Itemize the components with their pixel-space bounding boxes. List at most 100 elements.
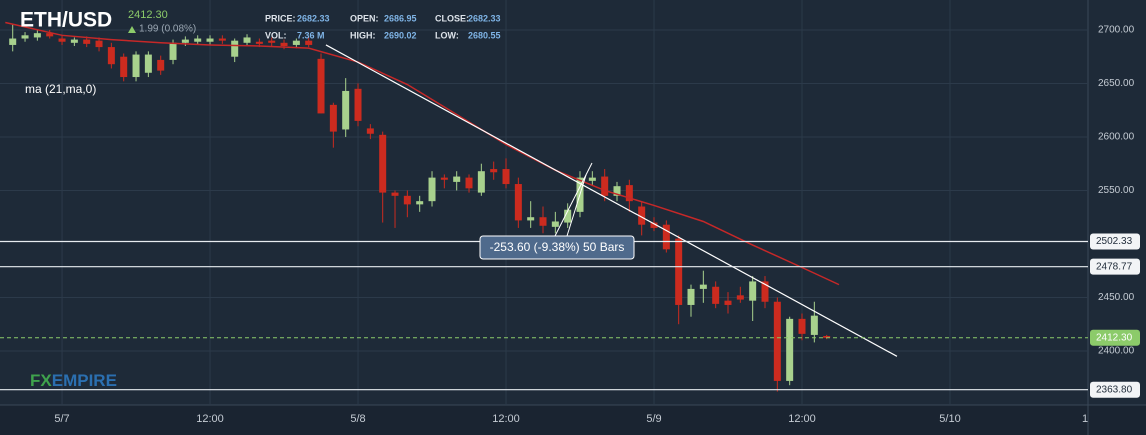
candle-body [157,59,165,71]
candle-body [379,134,387,193]
candle-body [403,195,411,205]
y-tick-label: 2400.00 [1098,346,1135,357]
stat-value: 2682.33 [297,13,330,23]
candle-body [354,88,362,121]
candle-body [798,318,806,334]
candle-body [440,177,448,180]
trend-line [325,44,898,357]
y-tick-label: 2650.00 [1098,78,1135,89]
candle-body [625,185,633,202]
stat-label: OPEN: [350,13,379,23]
price: 2412.30 [128,9,168,21]
candle-body [724,300,732,305]
stat-value: 2680.55 [468,30,501,40]
candle-body [342,90,350,130]
indicator-label: ma (21,ma,0) [25,82,96,96]
candle-body [95,40,103,48]
candle-body [391,192,399,196]
candle-body [613,186,621,196]
candle-body [477,171,485,193]
candle-body [514,184,522,221]
stat-value: 2690.02 [384,30,417,40]
candle-body [243,37,251,43]
candle-body [675,238,683,305]
candle-body [736,295,744,300]
candle-body [317,58,325,114]
candle-body [564,209,572,223]
x-tick-label: 5/9 [646,413,661,425]
candle-body [453,176,461,182]
level-tag [1090,381,1140,398]
candle-body [169,42,177,60]
candle-body [305,40,313,45]
candle-body [70,39,78,43]
x-tick-label: 5/7 [54,413,69,425]
candle-body [206,38,214,42]
candle-body [428,177,436,202]
candle-body [601,176,609,196]
candle-body [699,284,707,289]
y-tick-label: 2700.00 [1098,25,1135,36]
y-tick-label: 2450.00 [1098,292,1135,303]
y-tick-label: 2550.00 [1098,185,1135,196]
candle-body [366,128,374,134]
stat-label: VOL: [265,30,287,40]
watermark-fx: FX [30,371,52,390]
x-tick-label: 5/10 [939,413,960,425]
level-tag-label: 2502.33 [1096,236,1133,247]
x-tick-label: 12:00 [788,413,816,425]
up-arrow [128,26,136,33]
candle-body [650,222,658,228]
x-tick-label: 1 [1082,413,1088,425]
candle-body [194,38,202,42]
candle-body [120,56,128,78]
level-tag-label: 2478.77 [1096,261,1133,272]
candle-body [687,288,695,305]
level-tag [1090,258,1140,275]
stat-label: CLOSE: [435,13,469,23]
candle-body [823,335,831,338]
candle-body [83,39,91,44]
symbol: ETH/USD [20,9,112,32]
stat-label: PRICE: [265,13,296,23]
stat-value: 2682.33 [468,13,501,23]
candle-body [527,217,535,221]
candle-body [255,41,263,44]
candle-body [33,33,41,38]
x-tick-label: 12:00 [492,413,520,425]
candle-body [9,38,17,45]
candle-body [292,40,300,45]
last-price-tag [1090,329,1140,346]
candle-body [761,281,769,302]
level-tag-label: 2363.80 [1096,384,1133,395]
plot [0,0,1088,405]
x-axis-band [0,405,1146,435]
candle-body [107,47,115,65]
candle-body [539,217,547,226]
stat-value: 7.36 M [297,30,325,40]
candle-body [502,169,510,185]
candle-body [773,301,781,381]
measure-box [479,235,635,260]
candle-body [638,206,646,225]
candle-body [588,177,596,181]
candle-body [231,40,239,57]
candle-body [749,281,757,301]
last-price-label: 2412.30 [1096,332,1133,343]
moving-average [5,21,840,286]
candle-body [280,42,288,47]
measure-label: -253.60 (-9.38%) 50 Bars [490,240,625,254]
stat-label: LOW: [435,30,459,40]
candle-body [465,177,473,189]
change: 1.99 (0.08%) [139,24,196,35]
candle-body [144,54,152,73]
candle-body [662,224,670,250]
candle-body [58,38,66,42]
watermark: FXEMPIRE [30,371,117,390]
candle-body [181,39,189,43]
stat-label: HIGH: [350,30,376,40]
candle-body [712,286,720,304]
level-tag [1090,233,1140,250]
